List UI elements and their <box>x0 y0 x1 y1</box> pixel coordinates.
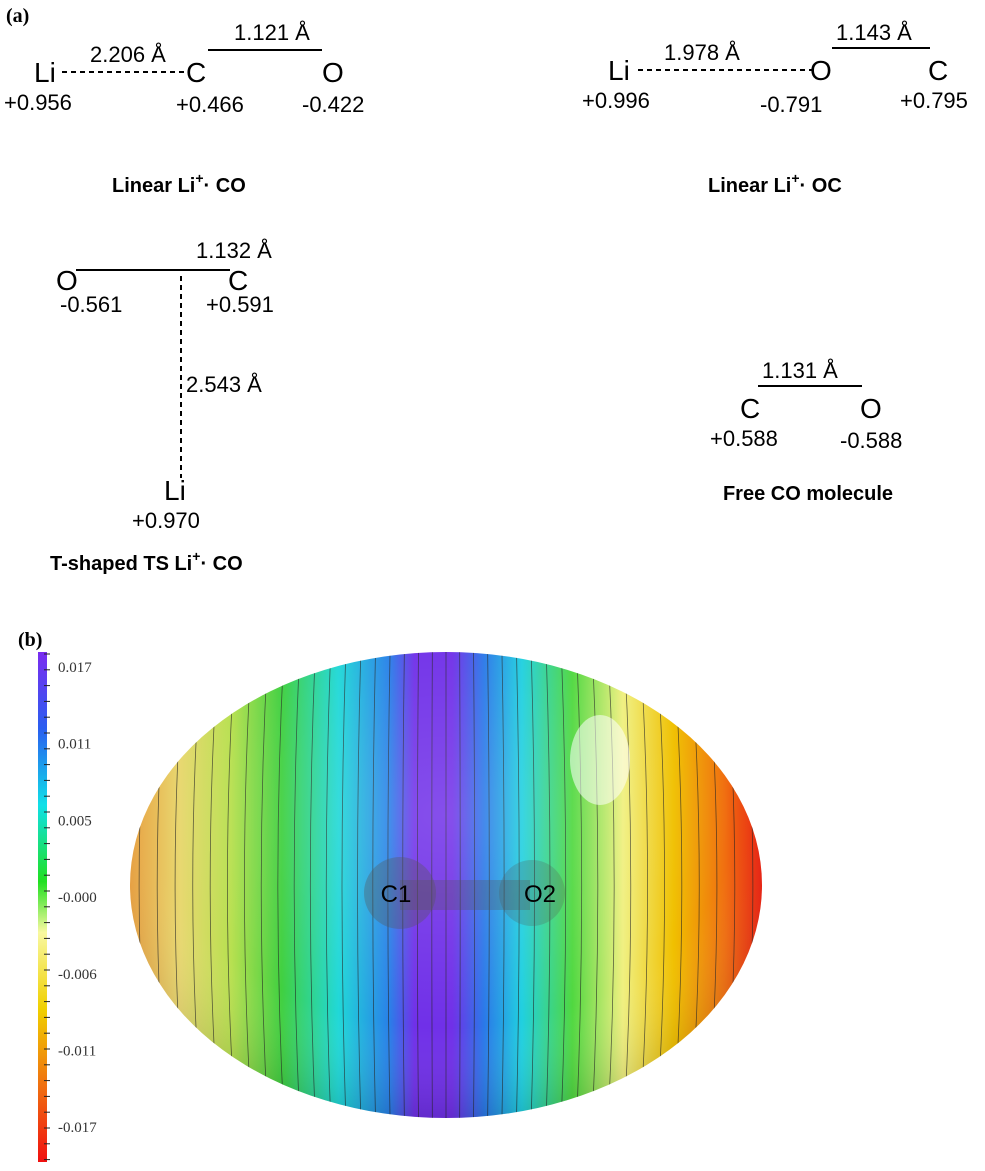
colorbar-label: -0.006 <box>58 967 97 983</box>
linear-li-oc: Li 1.978 Å O 1.143 Å C +0.996 -0.791 +0.… <box>582 20 968 197</box>
title-sup: + <box>192 548 200 564</box>
structure-title: Free CO molecule <box>723 483 893 505</box>
charge: +0.591 <box>206 292 274 317</box>
structure-title: Linear Li+· CO <box>112 170 246 197</box>
atom: O <box>322 57 344 88</box>
charge: -0.588 <box>840 428 902 453</box>
distance: 1.121 Å <box>234 20 310 45</box>
colorbar-label: 0.017 <box>58 660 92 676</box>
distance: 2.543 Å <box>186 372 262 397</box>
structure-title: Linear Li+· OC <box>708 170 842 197</box>
atom-label: C1 <box>381 881 412 908</box>
contour-line <box>777 640 790 1130</box>
title-sup: + <box>195 170 203 186</box>
atom: C <box>928 55 948 86</box>
distance: 1.132 Å <box>196 238 272 263</box>
distance: 1.978 Å <box>664 40 740 65</box>
free-co: C 1.131 Å O +0.588 -0.588 Free CO molecu… <box>710 358 902 505</box>
atom: Li <box>164 475 186 506</box>
distance: 1.131 Å <box>762 358 838 383</box>
colorbar-label: 0.011 <box>58 737 91 753</box>
potential-surface: C1 O2 <box>84 640 809 1130</box>
figure: (a) Li 2.206 Å C 1.121 Å O +0.956 +0.466… <box>0 0 985 1171</box>
atom: O <box>810 55 832 86</box>
t-shaped-ts: 1.132 Å O C -0.561 +0.591 2.543 Å Li +0.… <box>50 238 274 575</box>
contour-line <box>102 640 115 1130</box>
title-text: Linear Li <box>112 175 195 197</box>
linear-li-co: Li 2.206 Å C 1.121 Å O +0.956 +0.466 -0.… <box>4 20 364 197</box>
page: (a) Li 2.206 Å C 1.121 Å O +0.956 +0.466… <box>0 0 985 1171</box>
title-text: Linear Li <box>708 175 791 197</box>
charge: +0.996 <box>582 88 650 113</box>
charge: +0.970 <box>132 508 200 533</box>
distance: 1.143 Å <box>836 20 912 45</box>
title-sup: + <box>791 170 799 186</box>
colorbar-label: -0.011 <box>58 1044 96 1060</box>
charge: +0.588 <box>710 426 778 451</box>
colorbar-labels: 0.017 0.011 0.005 -0.000 -0.006 -0.011 -0.017 <box>58 660 97 1136</box>
highlight <box>570 715 630 805</box>
colorbar-label: 0.005 <box>58 813 92 829</box>
atom-label: O2 <box>524 881 556 908</box>
colorbar-label: -0.017 <box>58 1120 97 1136</box>
title-text: · OC <box>800 175 842 197</box>
colorbar-label: -0.000 <box>58 890 97 906</box>
charge: +0.795 <box>900 88 968 113</box>
atom: C <box>186 57 206 88</box>
charge: +0.466 <box>176 92 244 117</box>
title-text: T-shaped TS Li <box>50 553 192 575</box>
title-text: · CO <box>204 175 246 197</box>
structure-title: T-shaped TS Li+· CO <box>50 548 243 575</box>
atom: Li <box>608 55 630 86</box>
panel-label: (a) <box>6 5 29 27</box>
distance: 2.206 Å <box>90 42 166 67</box>
atom: O <box>860 393 882 424</box>
title-text: · CO <box>200 553 242 575</box>
contour-line <box>795 640 808 1130</box>
charge: -0.422 <box>302 92 364 117</box>
charge: +0.956 <box>4 90 72 115</box>
panel-label: (b) <box>18 629 42 651</box>
charge: -0.561 <box>60 292 122 317</box>
atom: C <box>740 393 760 424</box>
charge: -0.791 <box>760 92 822 117</box>
atom: Li <box>34 57 56 88</box>
